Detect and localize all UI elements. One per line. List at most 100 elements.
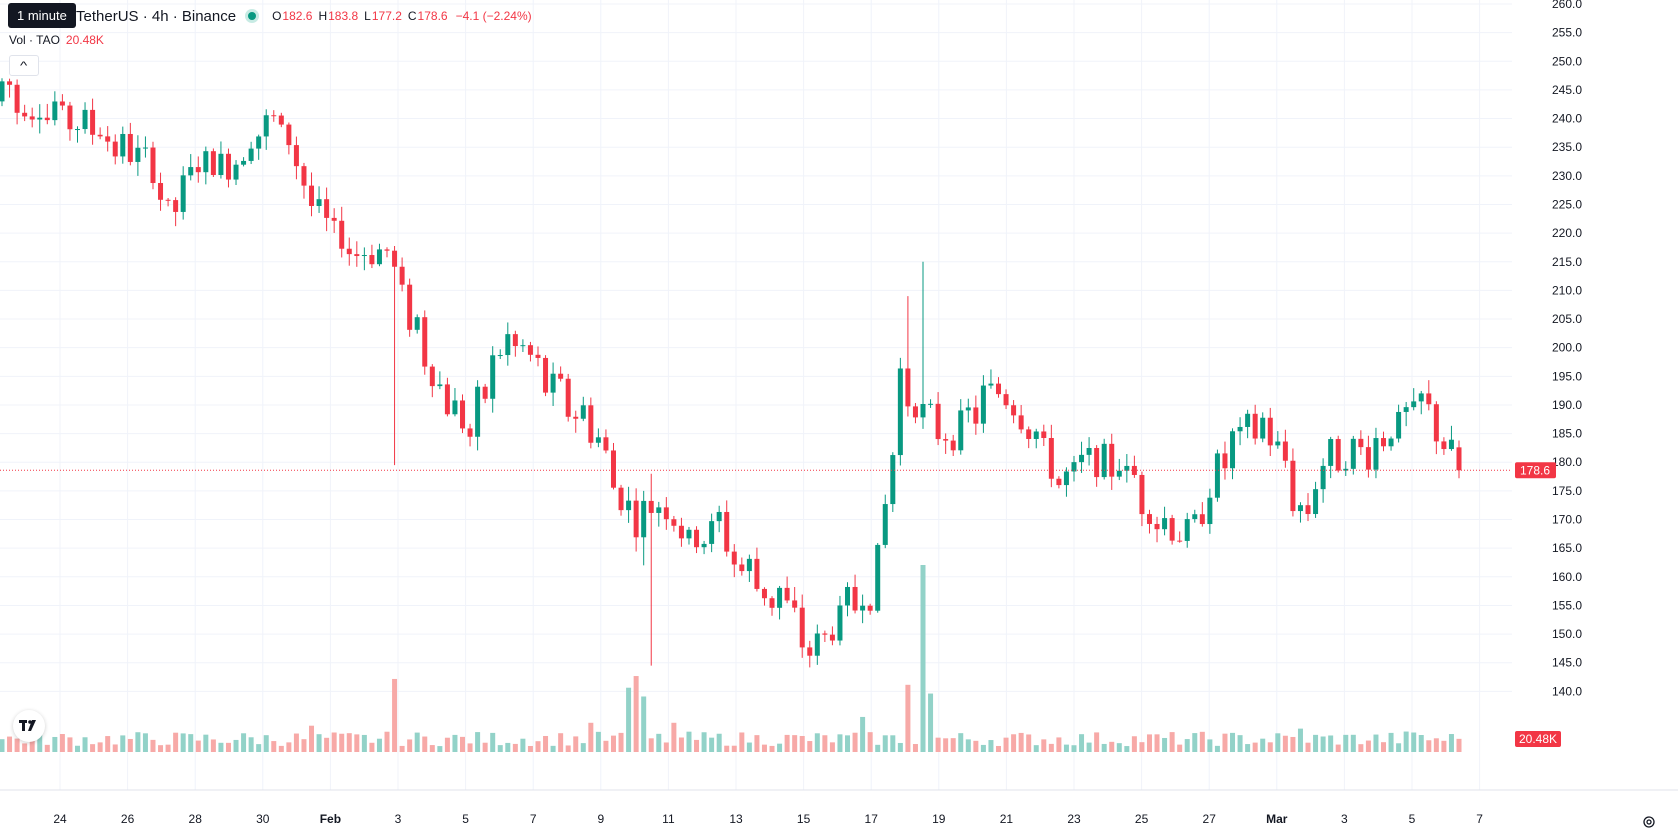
volume-bar bbox=[1381, 742, 1387, 752]
market-status-icon[interactable] bbox=[248, 12, 257, 20]
time-tick-label: 23 bbox=[1067, 812, 1081, 826]
volume-bar bbox=[1124, 746, 1130, 752]
volume-bar bbox=[195, 740, 201, 752]
candle-body bbox=[1018, 415, 1024, 430]
candle-body bbox=[882, 504, 888, 545]
volume-bar bbox=[399, 745, 405, 752]
volume-bar bbox=[1003, 737, 1009, 752]
volume-bar bbox=[807, 741, 813, 752]
candle-body bbox=[890, 455, 896, 505]
candle-body bbox=[1011, 405, 1017, 416]
volume-bar bbox=[173, 732, 179, 752]
volume-bar bbox=[67, 737, 73, 752]
volume-bar bbox=[165, 744, 171, 752]
candle-body bbox=[512, 334, 518, 347]
candle-body bbox=[1343, 468, 1349, 471]
candle-body bbox=[535, 354, 541, 358]
volume-bar bbox=[384, 731, 390, 752]
candle-body bbox=[384, 249, 390, 251]
candle-body bbox=[935, 403, 941, 440]
volume-bar bbox=[135, 732, 141, 752]
candle-body bbox=[0, 81, 5, 102]
price-tick-label: 180.0 bbox=[1552, 455, 1582, 469]
volume-label: Vol · TAO bbox=[9, 33, 60, 47]
candle-body bbox=[271, 115, 277, 117]
price-tick-label: 250.0 bbox=[1552, 54, 1582, 68]
candle-body bbox=[648, 500, 654, 513]
candle-body bbox=[135, 147, 141, 162]
volume-bar bbox=[1207, 739, 1213, 752]
volume-bar bbox=[716, 733, 722, 752]
volume-bar bbox=[210, 739, 216, 752]
volume-bar bbox=[1079, 734, 1085, 752]
volume-bar bbox=[490, 732, 496, 752]
volume-bar bbox=[1245, 744, 1251, 752]
candle-body bbox=[90, 109, 96, 135]
volume-bar bbox=[1282, 735, 1288, 752]
chevron-up-icon: ^ bbox=[20, 59, 28, 72]
volume-bar bbox=[1169, 732, 1175, 752]
candle-body bbox=[1222, 453, 1228, 469]
tradingview-logo[interactable] bbox=[13, 710, 45, 742]
candle-body bbox=[973, 407, 979, 424]
candle-body bbox=[1139, 474, 1145, 515]
candle-body bbox=[7, 81, 13, 85]
volume-bar bbox=[142, 733, 148, 752]
collapse-legend-button[interactable]: ^ bbox=[9, 55, 39, 76]
volume-bar bbox=[1260, 738, 1266, 752]
volume-bar bbox=[792, 735, 798, 752]
volume-bar bbox=[1026, 734, 1032, 752]
candle-body bbox=[905, 368, 911, 407]
volume-bar bbox=[724, 745, 730, 752]
candle-body bbox=[195, 167, 201, 173]
volume-bar bbox=[1426, 740, 1432, 752]
last-price-badge bbox=[1515, 462, 1556, 479]
volume-bar bbox=[7, 736, 13, 752]
candle-body bbox=[1365, 447, 1371, 470]
candle-body bbox=[1411, 401, 1417, 408]
volume-bar bbox=[1071, 745, 1077, 752]
candle-body bbox=[180, 175, 186, 212]
time-axis[interactable]: 24 26 28 30 Feb 3 5 7 9 11 13 15 17 19 21 23 25 27 Mar 3 5 7 bbox=[53, 812, 1483, 826]
volume-bar bbox=[1063, 744, 1069, 752]
volume-bar bbox=[1048, 743, 1054, 752]
time-tick-label: 15 bbox=[797, 812, 811, 826]
volume-bar bbox=[852, 732, 858, 752]
candle-body bbox=[618, 487, 624, 511]
close-value: 178.6 bbox=[417, 9, 448, 23]
candle-body bbox=[694, 529, 700, 548]
candle-body bbox=[1403, 407, 1409, 412]
volume-bar bbox=[1433, 738, 1439, 752]
candle-body bbox=[950, 440, 956, 451]
volume-bar bbox=[361, 734, 367, 752]
last-volume-badge bbox=[1515, 731, 1561, 747]
volume-bar bbox=[1350, 734, 1356, 752]
gear-icon[interactable] bbox=[1641, 814, 1657, 830]
close-label: C bbox=[407, 9, 417, 23]
candle-body bbox=[1275, 441, 1281, 446]
volume-bar bbox=[995, 745, 1001, 752]
symbol-title[interactable]: TetherUS · 4h · Binance bbox=[76, 7, 237, 25]
price-tick-label: 165.0 bbox=[1552, 541, 1582, 555]
candle-body bbox=[875, 544, 881, 611]
volume-bar bbox=[1094, 732, 1100, 752]
price-tick-label: 230.0 bbox=[1552, 169, 1582, 183]
volume-bar bbox=[709, 737, 715, 752]
volume-bar bbox=[950, 738, 956, 752]
candle-body bbox=[1350, 438, 1356, 469]
candle-body bbox=[1237, 426, 1243, 432]
volume-bar bbox=[1396, 743, 1402, 752]
volume-bar bbox=[82, 737, 88, 752]
volume-bar bbox=[1230, 732, 1236, 752]
volume-bar bbox=[777, 743, 783, 752]
price-axis[interactable]: 260.0 255.0 250.0 245.0 240.0 235.0 230.0 225.0… bbox=[1552, 0, 1582, 698]
price-tick-label: 235.0 bbox=[1552, 140, 1582, 154]
open-value: 182.6 bbox=[282, 9, 313, 23]
candle-body bbox=[1260, 417, 1266, 439]
candle-body bbox=[1230, 431, 1236, 469]
volume-bar bbox=[105, 736, 111, 752]
candle-body bbox=[490, 355, 496, 399]
volume-bar bbox=[1267, 742, 1273, 752]
